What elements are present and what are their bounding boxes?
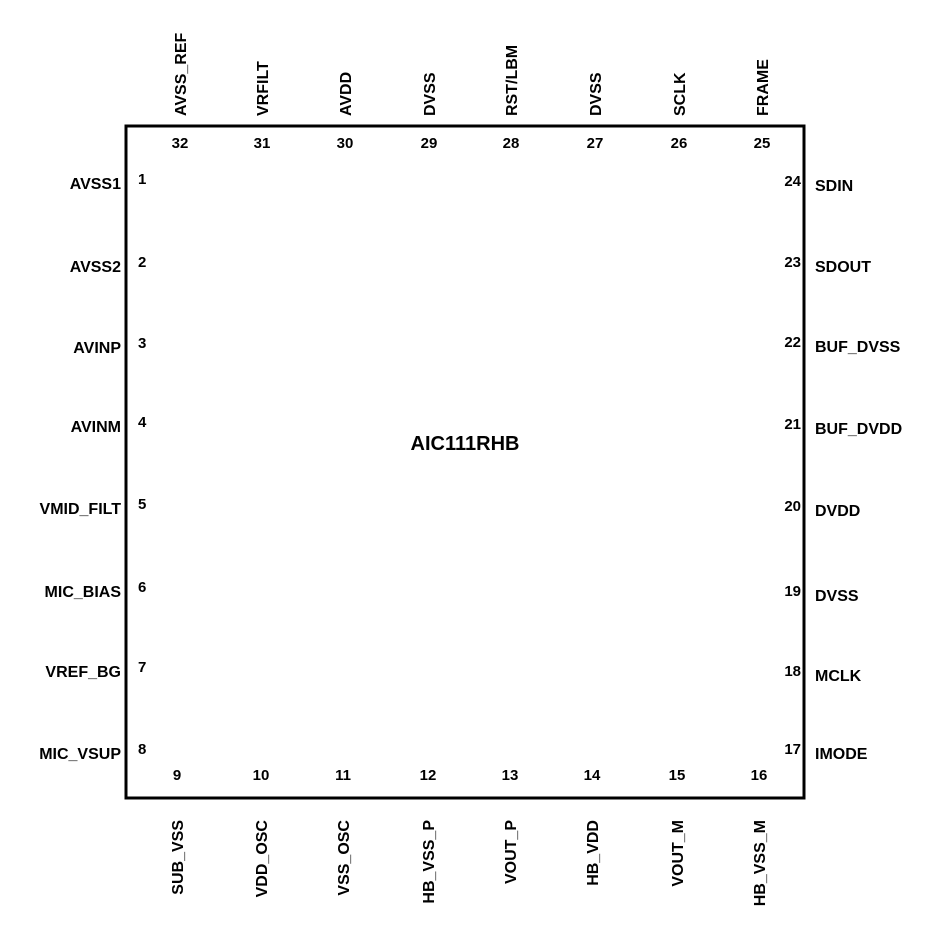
pin-number-8: 8 — [138, 741, 146, 758]
pin-name-25: FRAME — [755, 59, 772, 116]
chip-body — [124, 124, 806, 800]
pin-name-22: BUF_DVSS — [815, 339, 901, 356]
pin-name-2: AVSS2 — [70, 259, 121, 276]
pin-name-23: SDOUT — [815, 259, 871, 276]
pin-number-26: 26 — [671, 135, 688, 152]
pin-name-24: SDIN — [815, 178, 853, 195]
pin-number-15: 15 — [669, 767, 686, 784]
pin-name-15: VOUT_M — [670, 820, 687, 887]
pin-name-6: MIC_BIAS — [45, 584, 122, 601]
pin-name-29: DVSS — [422, 72, 439, 116]
pin-name-3: AVINP — [73, 340, 121, 357]
pin-number-29: 29 — [421, 135, 438, 152]
pin-name-19: DVSS — [815, 588, 859, 605]
pin-name-12: HB_VSS_P — [421, 820, 438, 904]
pin-number-16: 16 — [751, 767, 768, 784]
pin-number-31: 31 — [254, 135, 271, 152]
pin-number-2: 2 — [138, 254, 146, 271]
pin-name-13: VOUT_P — [503, 820, 520, 884]
pin-name-14: HB_VDD — [585, 820, 602, 886]
pin-number-20: 20 — [784, 498, 801, 515]
pin-name-20: DVDD — [815, 503, 860, 520]
pin-number-12: 12 — [420, 767, 437, 784]
pin-number-30: 30 — [337, 135, 354, 152]
pin-group: AVSS1 1 AVSS2 2 AVINP 3 AVINM 4 VMID_FILT 5 MIC_BI… — [39, 32, 902, 906]
pin-name-30: AVDD — [338, 72, 355, 116]
pin-number-25: 25 — [754, 135, 771, 152]
pin-number-9: 9 — [173, 767, 181, 784]
pin-name-28: RST/LBM — [504, 45, 521, 116]
pin-number-23: 23 — [784, 254, 801, 271]
pin-number-21: 21 — [784, 416, 801, 433]
pin-number-4: 4 — [138, 414, 147, 431]
pin-number-27: 27 — [587, 135, 604, 152]
pin-number-22: 22 — [784, 334, 801, 351]
pin-name-18: MCLK — [815, 668, 862, 685]
pin-name-32: AVSS_REF — [173, 32, 190, 116]
pin-name-4: AVINM — [71, 419, 121, 436]
pin-number-11: 11 — [335, 767, 351, 784]
pin-name-31: VRFILT — [255, 61, 272, 116]
pin-number-17: 17 — [784, 741, 801, 758]
pin-name-9: SUB_VSS — [170, 820, 187, 895]
pin-number-7: 7 — [138, 659, 146, 676]
pin-name-11: VSS_OSC — [336, 820, 353, 896]
pin-number-32: 32 — [172, 135, 189, 152]
pin-number-13: 13 — [502, 767, 519, 784]
pin-name-8: MIC_VSUP — [39, 746, 121, 763]
pin-name-1: AVSS1 — [70, 176, 121, 193]
chip-name: AIC111RHB — [411, 433, 520, 455]
pin-name-7: VREF_BG — [45, 664, 121, 681]
pin-number-14: 14 — [584, 767, 601, 784]
pin-number-1: 1 — [138, 171, 146, 188]
pin-number-10: 10 — [253, 767, 270, 784]
pin-number-24: 24 — [784, 173, 801, 190]
pin-number-19: 19 — [784, 583, 801, 600]
pin-name-16: HB_VSS_M — [752, 820, 769, 906]
pin-name-5: VMID_FILT — [40, 501, 122, 518]
pin-name-27: DVSS — [588, 72, 605, 116]
pin-number-28: 28 — [503, 135, 520, 152]
pin-name-17: IMODE — [815, 746, 868, 763]
pin-number-6: 6 — [138, 579, 146, 596]
pin-number-3: 3 — [138, 335, 146, 352]
pin-name-10: VDD_OSC — [254, 820, 271, 898]
pin-number-18: 18 — [784, 663, 801, 680]
pin-name-26: SCLK — [672, 72, 689, 116]
pin-name-21: BUF_DVDD — [815, 421, 902, 438]
pin-number-5: 5 — [138, 496, 146, 513]
